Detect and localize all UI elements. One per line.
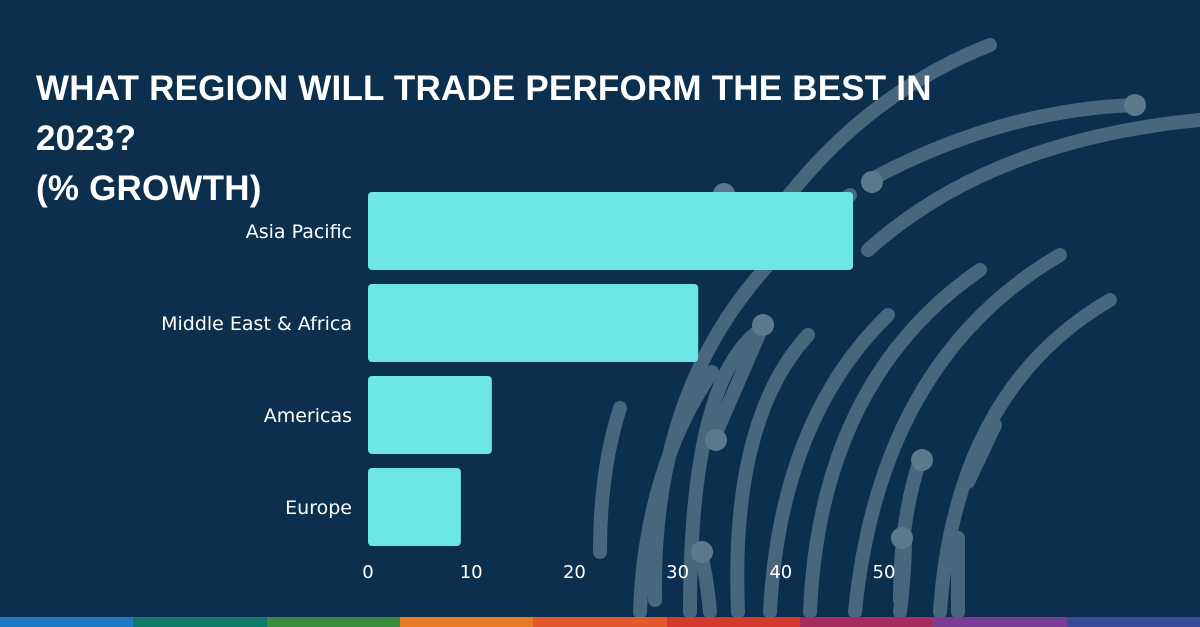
color-strip-segment: [0, 617, 134, 627]
color-strip: [0, 617, 1200, 627]
bar-middle-east-africa: [368, 284, 699, 362]
bar-europe: [368, 468, 461, 546]
x-tick-label: 20: [563, 562, 586, 583]
category-label: Middle East & Africa: [161, 313, 352, 335]
bar-asia-pacific: [368, 192, 854, 270]
bar-americas: [368, 376, 492, 454]
category-label: Americas: [264, 405, 352, 427]
category-label: Asia Pacific: [246, 221, 352, 243]
category-label: Europe: [285, 497, 352, 519]
color-strip-segment: [933, 617, 1067, 627]
x-tick-label: 10: [460, 562, 483, 583]
color-strip-segment: [266, 617, 400, 627]
chart-title: WHAT REGION WILL TRADE PERFORM THE BEST …: [36, 64, 1036, 214]
color-strip-segment: [799, 617, 934, 627]
chart-title-line-1: WHAT REGION WILL TRADE PERFORM THE BEST …: [36, 69, 932, 158]
color-strip-segment: [533, 617, 667, 627]
x-tick-label: 0: [362, 562, 373, 583]
x-tick-label: 50: [873, 562, 896, 583]
x-tick-label: 30: [666, 562, 689, 583]
chart-title-line-2: (% GROWTH): [36, 169, 262, 208]
color-strip-segment: [1066, 617, 1200, 627]
color-strip-segment: [133, 617, 267, 627]
color-strip-segment: [399, 617, 534, 627]
x-tick-label: 40: [769, 562, 792, 583]
color-strip-segment: [666, 617, 800, 627]
